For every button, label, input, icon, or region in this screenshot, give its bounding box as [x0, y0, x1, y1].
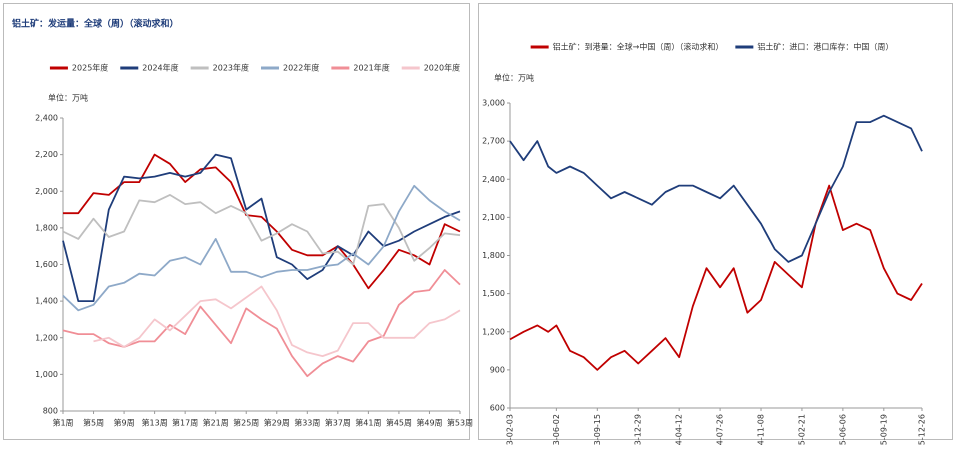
y-tick-label: 2,000 [35, 187, 58, 196]
series-line [509, 114, 923, 263]
x-tick-label: 2025-12-26 [918, 414, 927, 446]
y-tick-label: 2,400 [35, 114, 58, 123]
x-tick-label: 第17周 [172, 418, 198, 428]
series-line [62, 269, 461, 378]
x-tick-label: 2024-11-08 [757, 414, 766, 446]
x-tick-label: 2025-02-21 [797, 414, 806, 446]
x-tick-label: 第33周 [294, 418, 320, 428]
legend-label: 铝土矿：进口：港口库存：中国（周） [757, 42, 893, 52]
legend-label: 2022年度 [283, 63, 319, 73]
x-tick-label: 第9周 [114, 418, 135, 428]
y-tick-label: 900 [490, 365, 505, 374]
x-tick-label: 第1周 [52, 418, 73, 428]
y-tick-label: 3,000 [482, 99, 505, 108]
x-tick-label: 第53周 [447, 418, 473, 428]
chart-title: 铝土矿：发运量：全球（周）（滚动求和） [12, 18, 179, 30]
y-tick-label: 2,400 [482, 175, 505, 184]
x-tick-label: 2025-06-06 [838, 414, 847, 446]
legend-label: 铝土矿：到港量：全球→中国（周）（滚动求和） [553, 42, 724, 52]
x-tick-label: 第5周 [83, 418, 104, 428]
x-tick-label: 第37周 [325, 418, 351, 428]
series-line [62, 194, 461, 266]
y-tick-label: 1,200 [35, 333, 58, 342]
series-line [62, 153, 461, 302]
y-axis-unit: 单位：万吨 [494, 73, 534, 83]
y-tick-label: 1,200 [482, 327, 505, 336]
legend: 2025年度 2024年度 2023年度 2022年度 2021年度 2020年度 [49, 63, 460, 73]
y-tick-label: 1,600 [35, 260, 58, 269]
x-tick-label: 第49周 [416, 418, 442, 428]
series-line [509, 184, 923, 371]
panel-frame [478, 3, 953, 440]
y-tick-label: 2,700 [482, 137, 505, 146]
x-tick-label: 2023-06-02 [552, 414, 561, 446]
legend: 铝土矿：到港量：全球→中国（周）（滚动求和） 铝土矿：进口：港口库存：中国（周） [530, 42, 893, 52]
series-line [93, 285, 461, 357]
y-tick-label: 1,800 [35, 223, 58, 232]
series-line [62, 184, 461, 312]
legend-label: 2021年度 [353, 63, 389, 73]
y-tick-label: 800 [43, 407, 58, 416]
x-tick-label: 第25周 [233, 418, 259, 428]
legend-label: 2025年度 [72, 63, 108, 73]
series-line [63, 153, 461, 290]
x-tick-label: 第45周 [386, 418, 412, 428]
x-tick-label: 第41周 [355, 418, 381, 428]
y-tick-label: 2,100 [482, 213, 505, 222]
y-tick-label: 1,800 [482, 251, 505, 260]
y-tick-label: 2,200 [35, 150, 58, 159]
legend-label: 2023年度 [213, 63, 249, 73]
legend-label: 2024年度 [142, 63, 178, 73]
x-tick-label: 2025-09-19 [879, 414, 888, 446]
y-tick-label: 1,400 [35, 297, 58, 306]
x-tick-label: 2024-07-26 [716, 414, 725, 446]
x-tick-label: 第21周 [203, 418, 229, 428]
panel-frame [3, 3, 470, 440]
legend-label: 2020年度 [424, 63, 460, 73]
x-tick-label: 2023-02-03 [506, 414, 515, 446]
x-tick-label: 第29周 [264, 418, 290, 428]
x-tick-label: 2023-09-15 [593, 414, 602, 446]
x-tick-label: 第13周 [142, 418, 168, 428]
x-tick-label: 2023-12-29 [634, 414, 643, 446]
x-tick-label: 2024-04-12 [675, 414, 684, 446]
y-tick-label: 600 [490, 404, 505, 413]
y-tick-label: 1,000 [35, 370, 58, 379]
y-tick-label: 1,500 [482, 289, 505, 298]
y-axis-unit: 单位：万吨 [48, 93, 88, 103]
